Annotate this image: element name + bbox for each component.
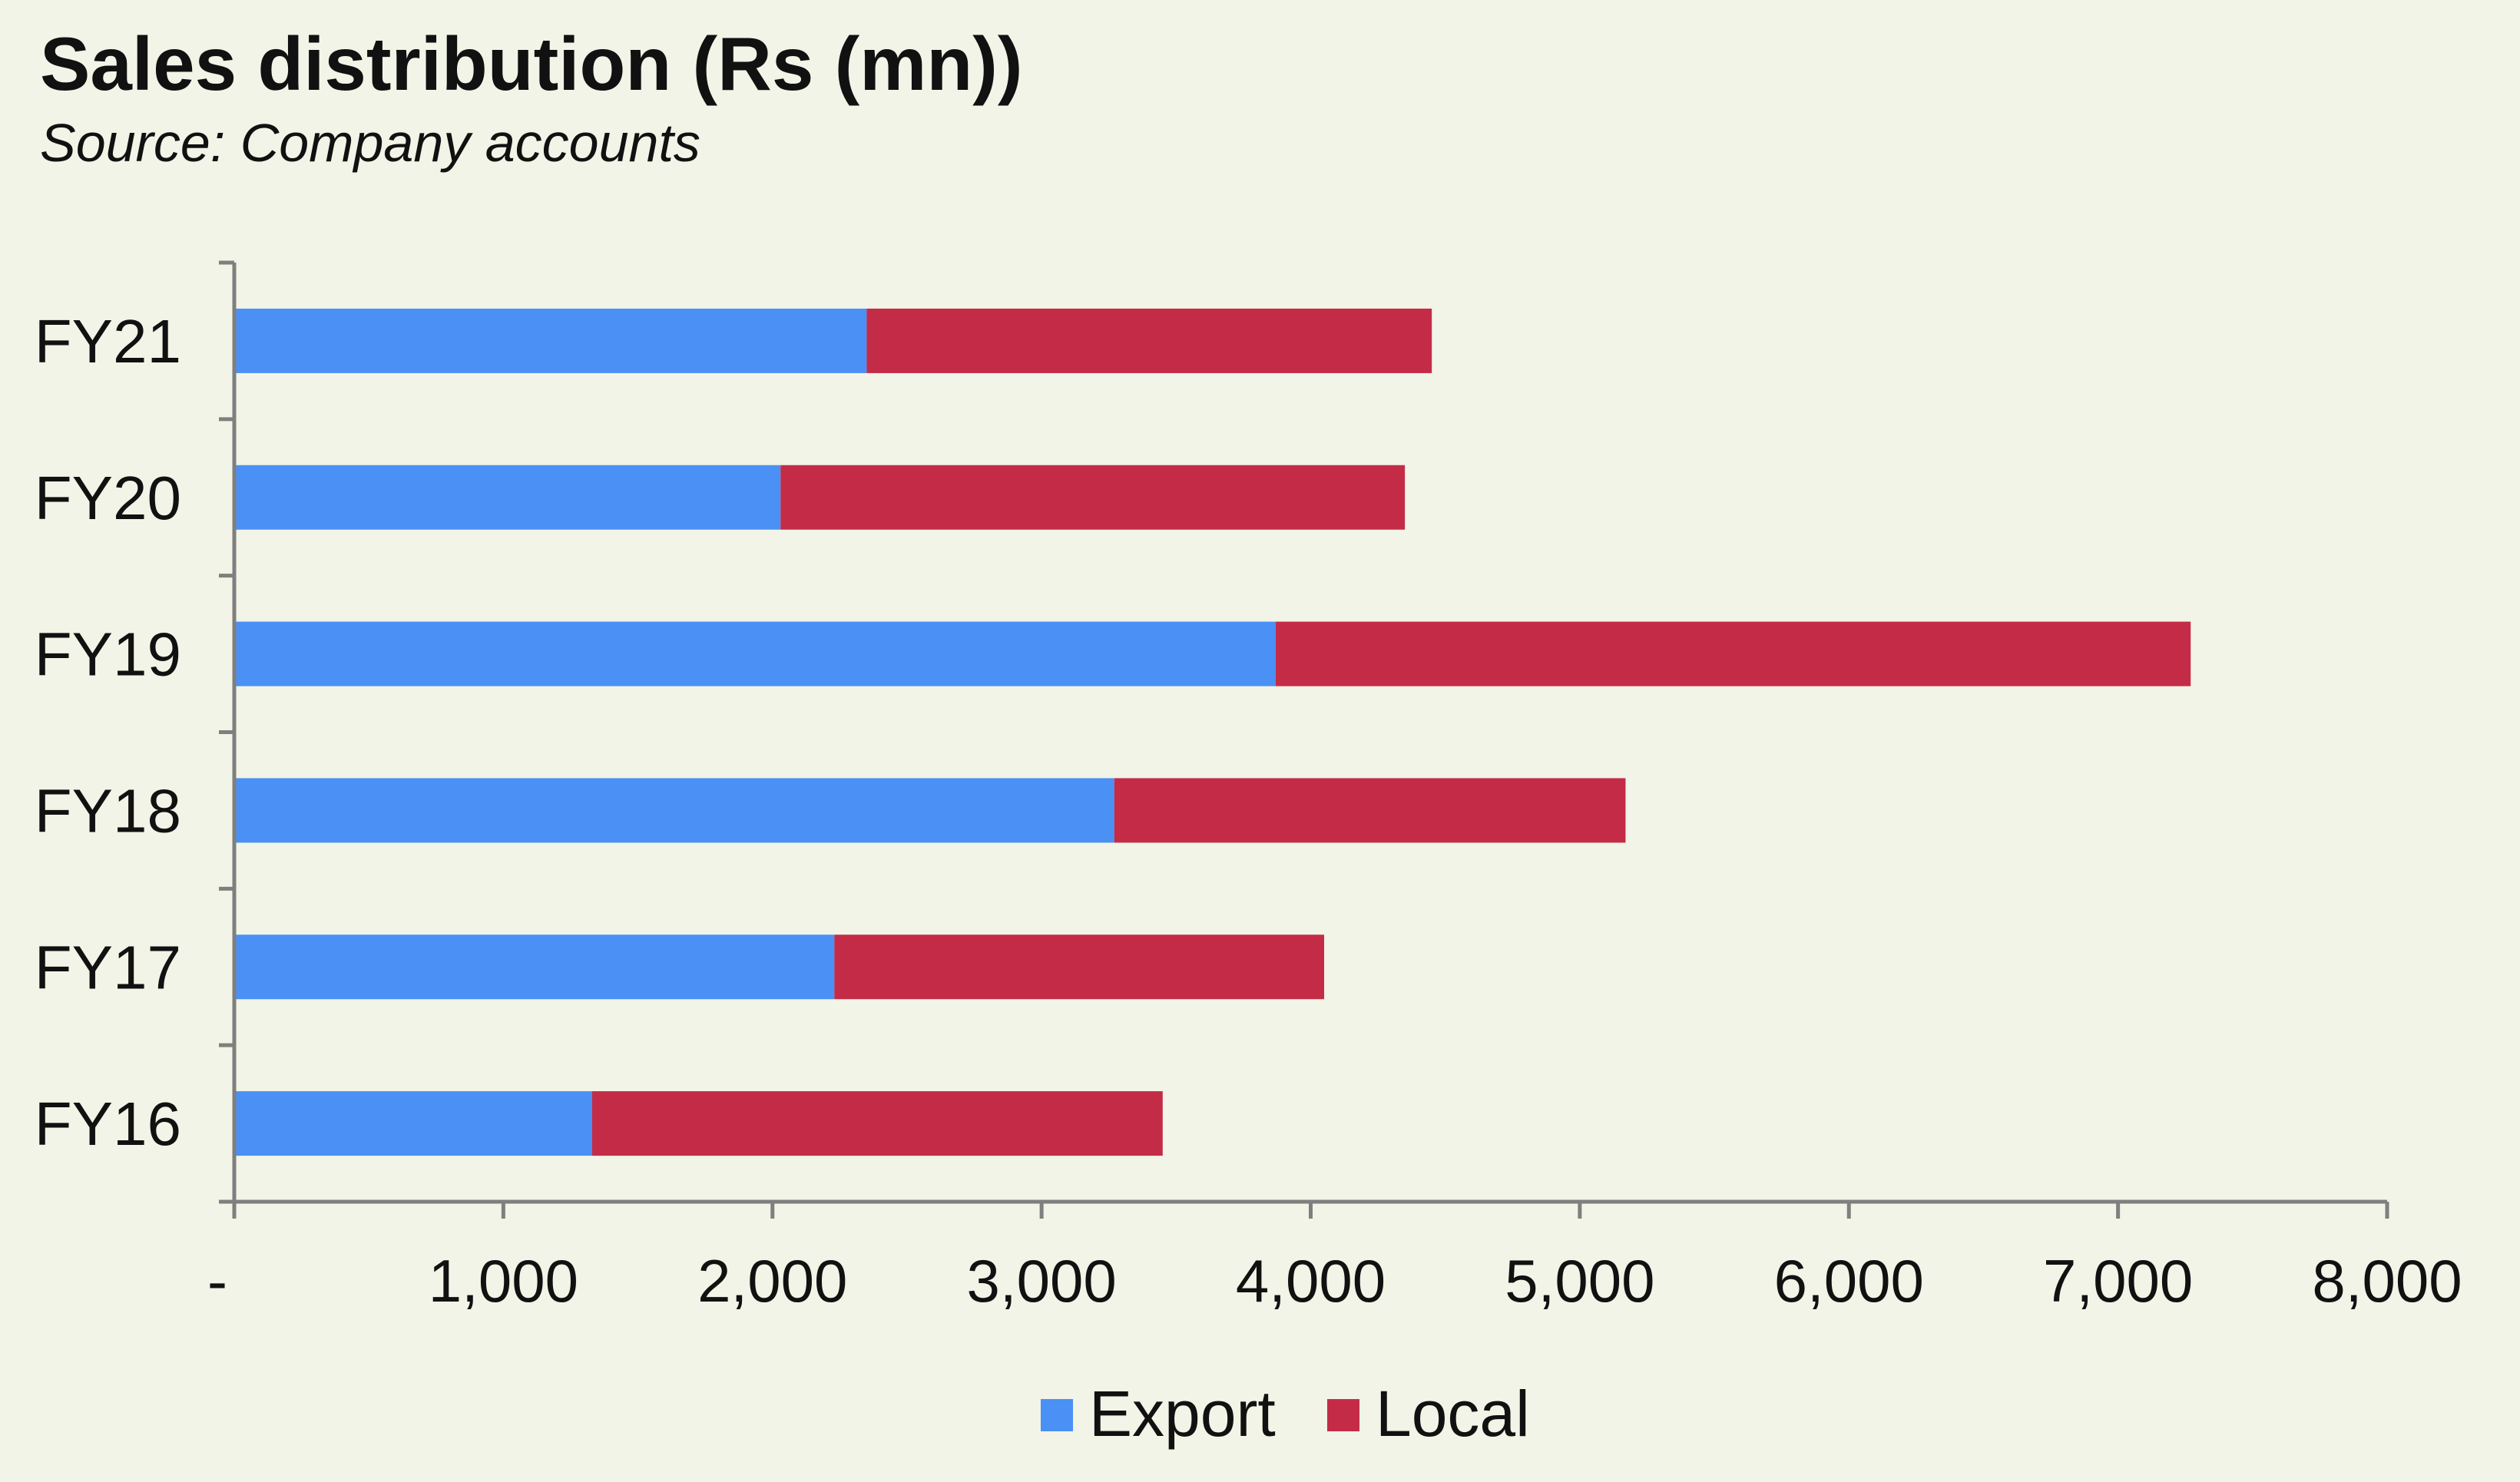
- x-tick-label: -: [207, 1247, 227, 1315]
- bar-local-fy17: [834, 935, 1325, 1000]
- y-tick-label-fy16: FY16: [35, 1090, 181, 1158]
- x-tick-label: 2,000: [697, 1247, 847, 1315]
- chart-subtitle: Source: Company accounts: [40, 113, 700, 173]
- legend-swatch-local: [1327, 1399, 1359, 1431]
- y-tick-label-fy21: FY21: [35, 307, 181, 375]
- legend-label-export: Export: [1089, 1378, 1276, 1450]
- bar-export-fy20: [234, 465, 781, 530]
- x-tick-label: 3,000: [967, 1247, 1117, 1315]
- x-tick-label: 7,000: [2043, 1247, 2193, 1315]
- bar-local-fy20: [780, 465, 1406, 530]
- y-tick-label-fy20: FY20: [35, 464, 181, 532]
- chart-title: Sales distribution (Rs (mn)): [40, 22, 1023, 106]
- bar-local-fy19: [1275, 621, 2191, 686]
- bars-layer: [234, 308, 2191, 1156]
- x-tick-label: 8,000: [2312, 1247, 2462, 1315]
- legend-label-local: Local: [1376, 1378, 1530, 1450]
- axes-layer: [219, 260, 2389, 1219]
- bar-export-fy16: [234, 1091, 592, 1156]
- bar-local-fy16: [591, 1091, 1163, 1156]
- y-tick-label-fy19: FY19: [35, 620, 181, 689]
- bar-local-fy18: [1114, 778, 1626, 843]
- bar-export-fy17: [234, 935, 835, 1000]
- x-tick-label: 5,000: [1505, 1247, 1654, 1315]
- labels-layer: FY16 FY17 FY18 FY19 FY20 FY21 - 1,000 2,000 3,000…: [35, 307, 2462, 1315]
- bar-export-fy21: [234, 308, 867, 373]
- legend-swatch-export: [1041, 1399, 1073, 1431]
- x-tick-label: 4,000: [1236, 1247, 1386, 1315]
- legend: Export Local: [1041, 1378, 1530, 1450]
- bar-export-fy19: [234, 621, 1276, 686]
- x-tick-label: 1,000: [429, 1247, 578, 1315]
- x-tick-label: 6,000: [1774, 1247, 1924, 1315]
- bar-export-fy18: [234, 778, 1114, 843]
- y-tick-label-fy18: FY18: [35, 776, 181, 845]
- y-tick-label-fy17: FY17: [35, 933, 181, 1001]
- bar-local-fy21: [866, 308, 1432, 373]
